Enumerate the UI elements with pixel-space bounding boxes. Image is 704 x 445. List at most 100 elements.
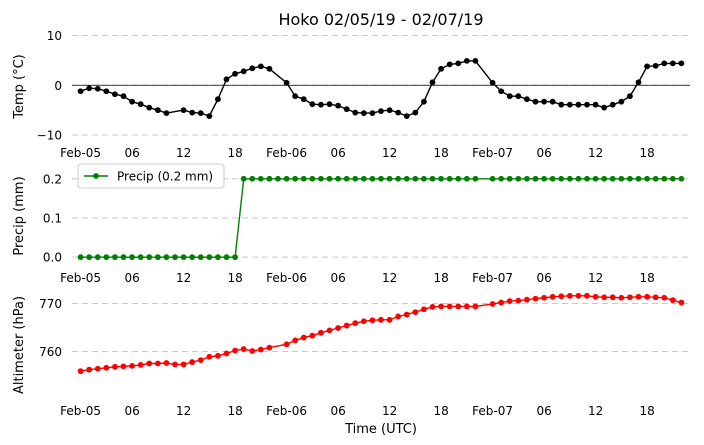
precip-data-point: [489, 175, 496, 182]
precip-data-point: [129, 254, 135, 261]
temp-data-point: [266, 65, 273, 72]
altimeter-y-axis-label: Altimeter (hPa): [12, 296, 27, 394]
temp-data-point: [103, 88, 110, 95]
altimeter-data-point: [94, 365, 101, 372]
temp-x-tick-label: 18: [639, 146, 654, 160]
altimeter-data-point: [549, 293, 556, 300]
altimeter-data-point: [429, 303, 436, 310]
altimeter-data-point: [77, 368, 84, 375]
temp-data-point: [197, 110, 204, 117]
altimeter-x-tick-label: 06: [124, 404, 139, 418]
precip-data-point: [652, 175, 659, 182]
temp-data-point: [360, 110, 367, 117]
precip-data-point: [412, 175, 419, 182]
precip-data-point: [266, 175, 273, 182]
altimeter-data-point: [240, 346, 247, 352]
precip-y-axis-label: Precip (mm): [12, 176, 27, 255]
altimeter-data-point: [189, 359, 196, 365]
precip-data-point: [541, 175, 547, 182]
precip-data-point: [644, 175, 650, 182]
precip-data-point: [94, 254, 101, 261]
temp-data-point: [180, 107, 187, 114]
precip-data-point: [678, 175, 685, 182]
temp-data-point: [575, 101, 582, 108]
temp-data-point: [326, 101, 333, 108]
temp-data-point: [627, 93, 633, 100]
temp-data-point: [163, 110, 170, 117]
altimeter-x-tick-label: 18: [639, 404, 654, 418]
temp-x-tick-label: Feb-07: [472, 146, 513, 160]
altimeter-data-point: [592, 293, 599, 300]
precip-data-point: [463, 175, 470, 182]
x-axis-label: Time (UTC): [344, 422, 417, 437]
altimeter-data-point: [541, 294, 547, 301]
precip-y-tick-label: 0.1: [43, 211, 62, 225]
altimeter-data-point: [326, 327, 333, 334]
altimeter-series-line: [80, 295, 682, 372]
precip-data-point: [498, 175, 505, 182]
altimeter-data-point: [489, 301, 496, 307]
altimeter-data-point: [635, 293, 642, 300]
altimeter-data-point: [378, 316, 384, 323]
temp-data-point: [455, 60, 462, 67]
altimeter-data-point: [558, 293, 565, 300]
temp-data-point: [412, 109, 419, 116]
altimeter-data-point: [146, 360, 153, 367]
temp-data-point: [352, 109, 359, 116]
temp-data-point: [386, 107, 393, 114]
precip-data-point: [343, 175, 350, 182]
temp-data-point: [515, 93, 522, 100]
altimeter-data-point: [524, 296, 530, 303]
precip-data-point: [206, 254, 213, 261]
temp-data-point: [94, 85, 101, 92]
precip-y-tick-label: 0.0: [43, 251, 62, 265]
altimeter-data-point: [197, 357, 204, 364]
temp-data-point: [524, 96, 530, 103]
precip-data-point: [584, 175, 590, 182]
temp-data-point: [318, 101, 324, 108]
temp-data-point: [369, 110, 376, 117]
altimeter-data-point: [455, 303, 462, 310]
precip-data-point: [326, 175, 333, 182]
precip-data-point: [283, 175, 290, 182]
altimeter-data-point: [120, 363, 127, 370]
altimeter-data-point: [86, 366, 93, 373]
altimeter-data-point: [309, 332, 316, 339]
precip-data-point: [154, 254, 161, 261]
legend-label: Precip (0.2 mm): [117, 170, 213, 184]
precip-data-point: [378, 175, 384, 182]
altimeter-data-point: [566, 292, 573, 299]
temp-data-point: [232, 70, 238, 77]
precip-data-point: [249, 175, 256, 182]
altimeter-data-point: [300, 334, 307, 341]
precip-data-point: [601, 175, 608, 182]
precip-x-tick-label: 18: [227, 271, 242, 285]
precipitation-panel: 0.0 0.1 0.2 Precip (mm) Feb-05 06 12 18 Feb-06 06…: [12, 163, 690, 285]
temp-data-point: [223, 76, 230, 83]
temp-y-tick-label: 10: [47, 29, 62, 43]
temp-data-point: [283, 79, 290, 86]
temp-data-point: [541, 98, 547, 105]
temp-data-point: [120, 93, 127, 100]
altimeter-x-tick-label: Feb-05: [60, 404, 101, 418]
altimeter-x-tick-label: 18: [227, 404, 242, 418]
temp-x-tick-label: 06: [330, 146, 345, 160]
temp-data-point: [669, 60, 676, 67]
altimeter-x-tick-label: 06: [536, 404, 551, 418]
temp-data-point: [463, 57, 470, 64]
altimeter-data-point: [172, 361, 178, 368]
altimeter-data-point: [112, 363, 118, 370]
altimeter-data-point: [463, 303, 470, 310]
precip-data-point: [386, 175, 393, 182]
precip-data-point: [566, 175, 573, 182]
temp-data-point: [343, 106, 350, 113]
temp-data-point: [644, 63, 650, 70]
altimeter-x-tick-label: Feb-07: [472, 404, 513, 418]
altimeter-data-point: [223, 350, 230, 357]
precip-data-point: [592, 175, 599, 182]
altimeter-x-tick-label: 12: [176, 404, 191, 418]
altimeter-y-tick-label: 760: [39, 345, 62, 359]
precip-data-point: [352, 175, 359, 182]
temp-data-point: [532, 98, 539, 105]
temp-series-line: [80, 60, 682, 117]
